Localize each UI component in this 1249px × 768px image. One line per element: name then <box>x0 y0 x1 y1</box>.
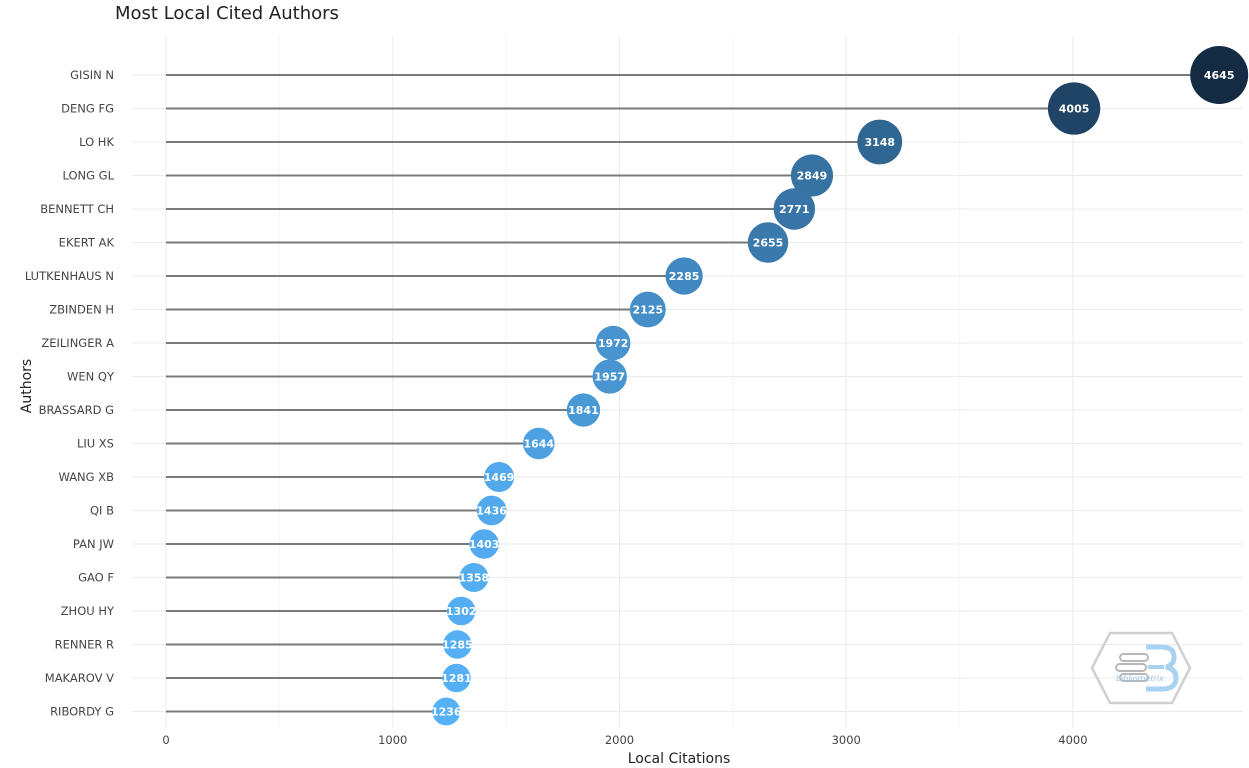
bubble <box>790 154 834 197</box>
bubble-value-label: 1644 <box>523 438 554 451</box>
bubble <box>595 325 631 361</box>
bubble <box>1047 82 1101 135</box>
bubble-value-label: 2285 <box>669 270 700 283</box>
bubble <box>665 257 703 295</box>
x-tick-label: 1000 <box>378 733 407 747</box>
bubble-value-label: 2125 <box>633 304 664 317</box>
bubble <box>522 427 555 460</box>
bubble-value-label: 1403 <box>469 538 500 551</box>
stems <box>166 74 1220 713</box>
bubble-value-label: 1285 <box>442 639 473 652</box>
bubble <box>773 188 816 230</box>
bubble-value-label: 2655 <box>753 237 784 250</box>
bubble <box>442 663 471 693</box>
y-tick-label: BENNETT CH <box>40 202 114 216</box>
y-tick-label: WEN QY <box>67 370 115 384</box>
bubble-value-label: 4005 <box>1059 103 1090 116</box>
bubble <box>443 630 472 659</box>
chart-title: Most Local Cited Authors <box>115 3 339 24</box>
y-tick-label: MAKAROV V <box>45 671 114 685</box>
y-tick-label: ZHOU HY <box>61 604 115 618</box>
bubble-value-label: 2849 <box>797 170 828 183</box>
y-tick-label: DENG FG <box>61 102 114 116</box>
x-tick-label: 2000 <box>605 733 634 747</box>
bubble <box>469 529 499 559</box>
y-tick-label: ZBINDEN H <box>49 303 114 317</box>
y-tick-labels: GISIN N DENG FG LO HK LONG GL BENNETT CH EKER… <box>25 68 115 719</box>
y-tick-label: LIU XS <box>77 437 114 451</box>
x-tick-labels: 0 1000 2000 3000 4000 <box>162 733 1087 747</box>
bubbles: 4645 4005 3148 2849 2771 2655 2285 2125 1972 1957… <box>431 46 1249 726</box>
bubble-value-label: 1236 <box>431 706 462 719</box>
bubble <box>592 359 627 394</box>
y-tick-label: GISIN N <box>70 68 114 82</box>
bubble-value-label: 2771 <box>779 203 810 216</box>
bubble <box>857 119 903 165</box>
y-tick-label: PAN JW <box>73 537 114 551</box>
bubble <box>484 461 515 493</box>
y-tick-label: QI B <box>90 504 114 518</box>
bubble-value-label: 4645 <box>1204 69 1235 82</box>
bubble-value-label: 1972 <box>598 337 629 350</box>
y-tick-label: ZEILINGER A <box>41 336 114 350</box>
bibliometrix-hexagon-icon <box>1090 631 1192 705</box>
y-tick-label: GAO F <box>78 571 114 585</box>
bubble-value-label: 1436 <box>476 505 507 518</box>
y-tick-label: WANG XB <box>58 470 114 484</box>
y-tick-label: LUTKENHAUS N <box>25 269 114 283</box>
bubble-value-label: 3148 <box>864 136 895 149</box>
x-tick-label: 3000 <box>832 733 861 747</box>
x-tick-label: 0 <box>162 733 169 747</box>
bubble <box>446 596 476 626</box>
watermark-text: bibliometrix <box>1116 674 1164 683</box>
bubble-value-label: 1469 <box>484 471 515 484</box>
bubble <box>1190 46 1249 104</box>
bubble <box>629 291 666 328</box>
bubble-value-label: 1302 <box>446 605 477 618</box>
bubble <box>747 222 789 263</box>
y-tick-label: BRASSARD G <box>39 403 114 417</box>
bubble <box>476 495 507 526</box>
bubble <box>459 562 489 593</box>
bubble-value-label: 1841 <box>568 404 599 417</box>
grid <box>132 36 1243 728</box>
bubble <box>566 393 601 427</box>
x-axis-label: Local Citations <box>627 751 731 767</box>
x-tick-label: 4000 <box>1058 733 1087 747</box>
y-tick-label: LO HK <box>79 135 114 149</box>
bubble <box>432 697 461 726</box>
y-tick-label: RIBORDY G <box>50 705 114 719</box>
y-tick-label: EKERT AK <box>59 236 115 250</box>
y-tick-label: LONG GL <box>62 169 114 183</box>
bubble-value-label: 1281 <box>441 672 472 685</box>
bubble-value-label: 1358 <box>459 572 490 585</box>
bubble-value-label: 1957 <box>594 371 625 384</box>
y-tick-label: RENNER R <box>55 638 114 652</box>
